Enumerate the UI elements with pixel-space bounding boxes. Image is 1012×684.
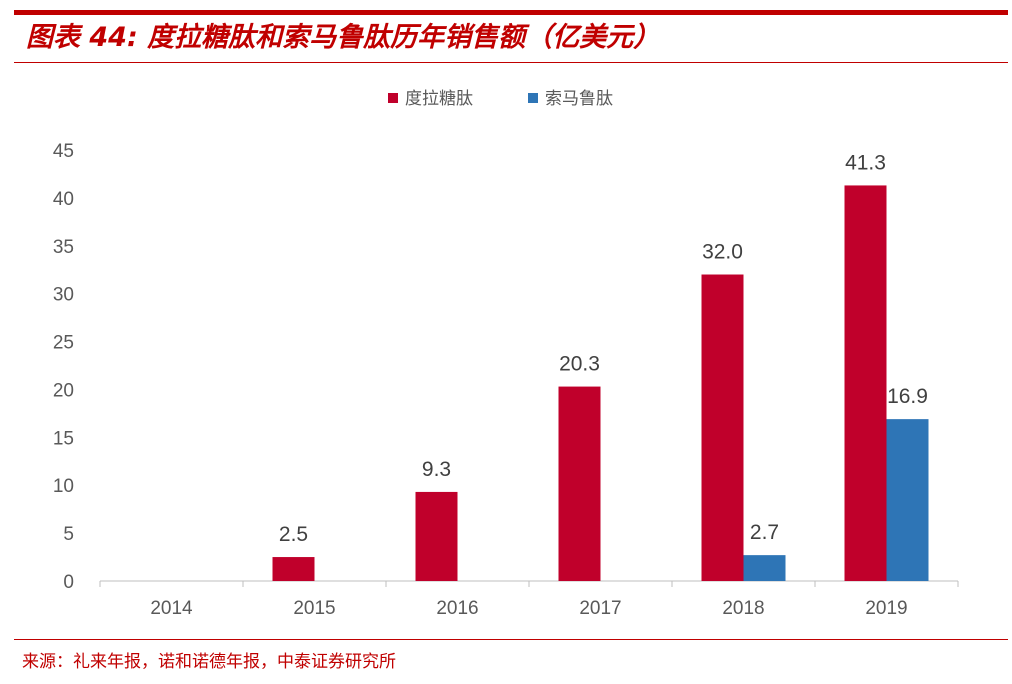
source-note: 来源：礼来年报，诺和诺德年报，中泰证券研究所 <box>22 652 396 672</box>
x-tick-label: 2016 <box>436 598 478 619</box>
legend-label-2: 索马鲁肽 <box>545 89 613 108</box>
data-label: 32.0 <box>702 241 743 264</box>
data-label: 41.3 <box>845 151 886 174</box>
y-tick-label: 25 <box>53 333 74 354</box>
y-tick-label: 40 <box>53 189 74 210</box>
bottom-rule <box>14 639 1008 640</box>
x-tick-label: 2018 <box>722 598 764 619</box>
title-rule <box>14 62 1008 63</box>
y-tick-label: 35 <box>53 237 74 258</box>
bar-series-1 <box>844 185 887 581</box>
bar-series-2 <box>886 419 929 581</box>
y-tick-label: 10 <box>53 476 74 497</box>
y-tick-label: 5 <box>63 524 74 545</box>
x-tick-label: 2015 <box>293 598 335 619</box>
data-label: 20.3 <box>559 353 600 376</box>
bar-series-1 <box>415 491 458 581</box>
y-tick-label: 30 <box>53 285 74 306</box>
bar-series-2 <box>743 555 786 581</box>
legend-swatch-2 <box>528 93 538 103</box>
data-label: 2.5 <box>279 523 308 546</box>
y-tick-label: 15 <box>53 428 74 449</box>
x-tick-label: 2019 <box>865 598 907 619</box>
chart-title: 图表 44: 度拉糖肽和索马鲁肽历年销售额（亿美元） <box>26 22 661 53</box>
data-label: 2.7 <box>750 521 779 544</box>
x-tick-label: 2014 <box>150 598 193 619</box>
bar-series-1 <box>272 557 315 581</box>
bar-chart: 度拉糖肽 索马鲁肽 0 5 10 15 20 25 30 35 40 45 2014 2015 2016 20… <box>53 89 959 619</box>
bar-series-1 <box>701 274 744 581</box>
y-tick-label: 0 <box>63 572 74 593</box>
top-rule <box>14 10 1008 15</box>
x-tick-label: 2017 <box>579 598 621 619</box>
y-tick-label: 20 <box>53 380 74 401</box>
legend-label-1: 度拉糖肽 <box>405 89 473 108</box>
legend-swatch-1 <box>388 93 398 103</box>
bar-series-1 <box>558 386 601 581</box>
data-label: 9.3 <box>422 458 451 481</box>
y-tick-label: 45 <box>53 141 74 162</box>
data-label: 16.9 <box>887 385 928 408</box>
